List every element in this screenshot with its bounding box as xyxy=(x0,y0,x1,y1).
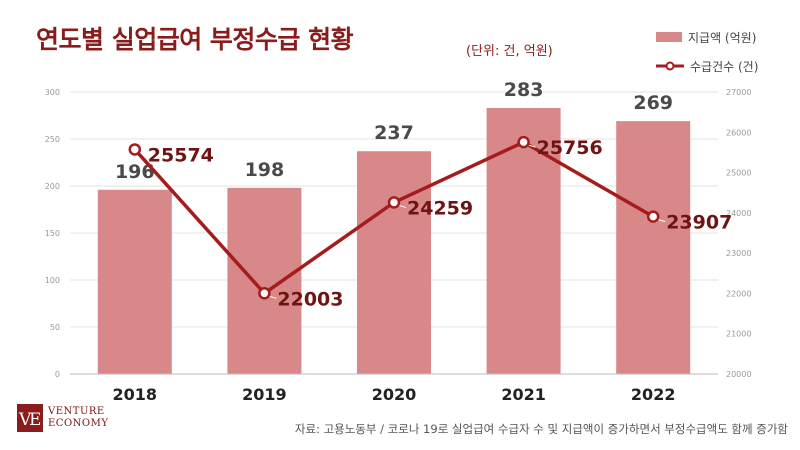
x-tick-label: 2020 xyxy=(372,385,417,404)
line-value-label: 24259 xyxy=(407,197,473,219)
logo-mark-icon: V E xyxy=(17,404,43,432)
legend-bar-label: 지급액 (억원) xyxy=(688,30,757,45)
bar xyxy=(357,151,431,374)
line-value-label: 22003 xyxy=(277,288,343,310)
label-connector xyxy=(269,295,277,299)
y-right-tick-label: 23000 xyxy=(726,249,751,258)
line-point xyxy=(128,143,142,156)
bar-value-label: 237 xyxy=(374,122,414,144)
y-left-tick-label: 50 xyxy=(50,323,60,332)
y-left-tick-label: 250 xyxy=(45,135,60,144)
label-connector xyxy=(528,144,536,148)
x-tick-label: 2019 xyxy=(242,385,287,404)
y-right-tick-label: 20000 xyxy=(726,370,751,379)
line-value-label: 25756 xyxy=(537,137,603,159)
x-tick-label: 2021 xyxy=(501,385,546,404)
bar xyxy=(97,189,172,374)
y-right-tick-label: 22000 xyxy=(726,289,751,298)
x-tick-label: 2018 xyxy=(113,385,158,404)
legend-item-line: 수급건수 (건) xyxy=(656,55,758,77)
label-connector xyxy=(658,219,666,223)
legend-item-bar: 지급액 (억원) xyxy=(656,26,758,48)
bar xyxy=(616,121,691,374)
x-tick-label: 2022 xyxy=(631,385,676,404)
bar xyxy=(227,187,302,374)
y-right-tick-label: 25000 xyxy=(726,169,751,178)
chart-title: 연도별 실업급여 부정수급 현황 xyxy=(36,25,354,54)
line-point xyxy=(646,210,660,223)
bar-value-label: 196 xyxy=(115,161,155,183)
y-left-tick-label: 200 xyxy=(45,182,60,191)
legend-line-label: 수급건수 (건) xyxy=(690,59,759,74)
logo-line1: VENTURE xyxy=(48,406,105,417)
source-footnote: 자료: 고용노동부 / 코로나 19로 실업급여 수급자 수 및 지급액이 증가… xyxy=(294,422,788,436)
y-left-tick-label: 300 xyxy=(45,88,60,97)
y-left-tick-label: 100 xyxy=(45,276,60,285)
legend-line-swatch xyxy=(656,61,684,71)
line-point xyxy=(517,135,530,149)
chart-legend: 지급액 (억원) 수급건수 (건) xyxy=(656,26,758,84)
y-left-tick-label: 0 xyxy=(55,370,60,379)
bar-value-label: 283 xyxy=(504,79,544,101)
y-right-tick-label: 21000 xyxy=(726,330,751,339)
y-right-tick-label: 26000 xyxy=(726,128,751,137)
bar-value-label: 269 xyxy=(633,92,673,114)
line-value-label: 25574 xyxy=(148,144,214,166)
label-connector xyxy=(398,204,407,208)
unit-label: (단위: 건, 억원) xyxy=(466,44,553,59)
svg-text:E: E xyxy=(29,410,41,430)
publisher-logo: V E VENTURE ECONOMY xyxy=(16,403,108,433)
line-point xyxy=(258,287,271,300)
bar-value-label: 198 xyxy=(245,159,285,181)
svg-text:V: V xyxy=(18,410,32,430)
legend-bar-swatch xyxy=(656,32,682,42)
logo-line2: ECONOMY xyxy=(48,418,109,429)
y-left-tick-label: 150 xyxy=(45,229,60,238)
label-connector xyxy=(139,151,147,155)
y-right-tick-label: 24000 xyxy=(726,209,751,218)
y-right-tick-label: 27000 xyxy=(726,88,751,97)
line-value-label: 23907 xyxy=(666,212,732,234)
line-point xyxy=(387,196,401,209)
